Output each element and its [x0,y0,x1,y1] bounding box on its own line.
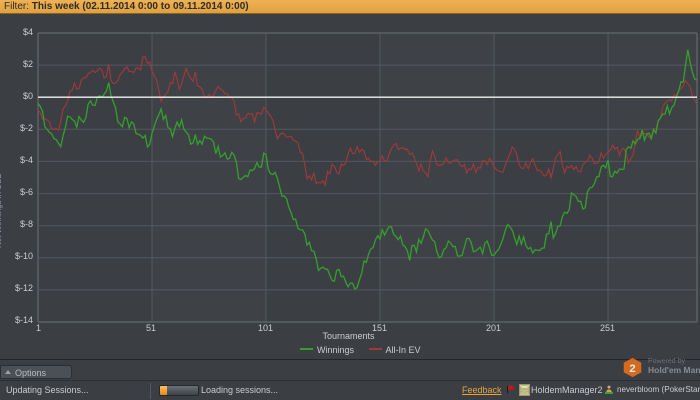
svg-text:2: 2 [629,363,635,375]
